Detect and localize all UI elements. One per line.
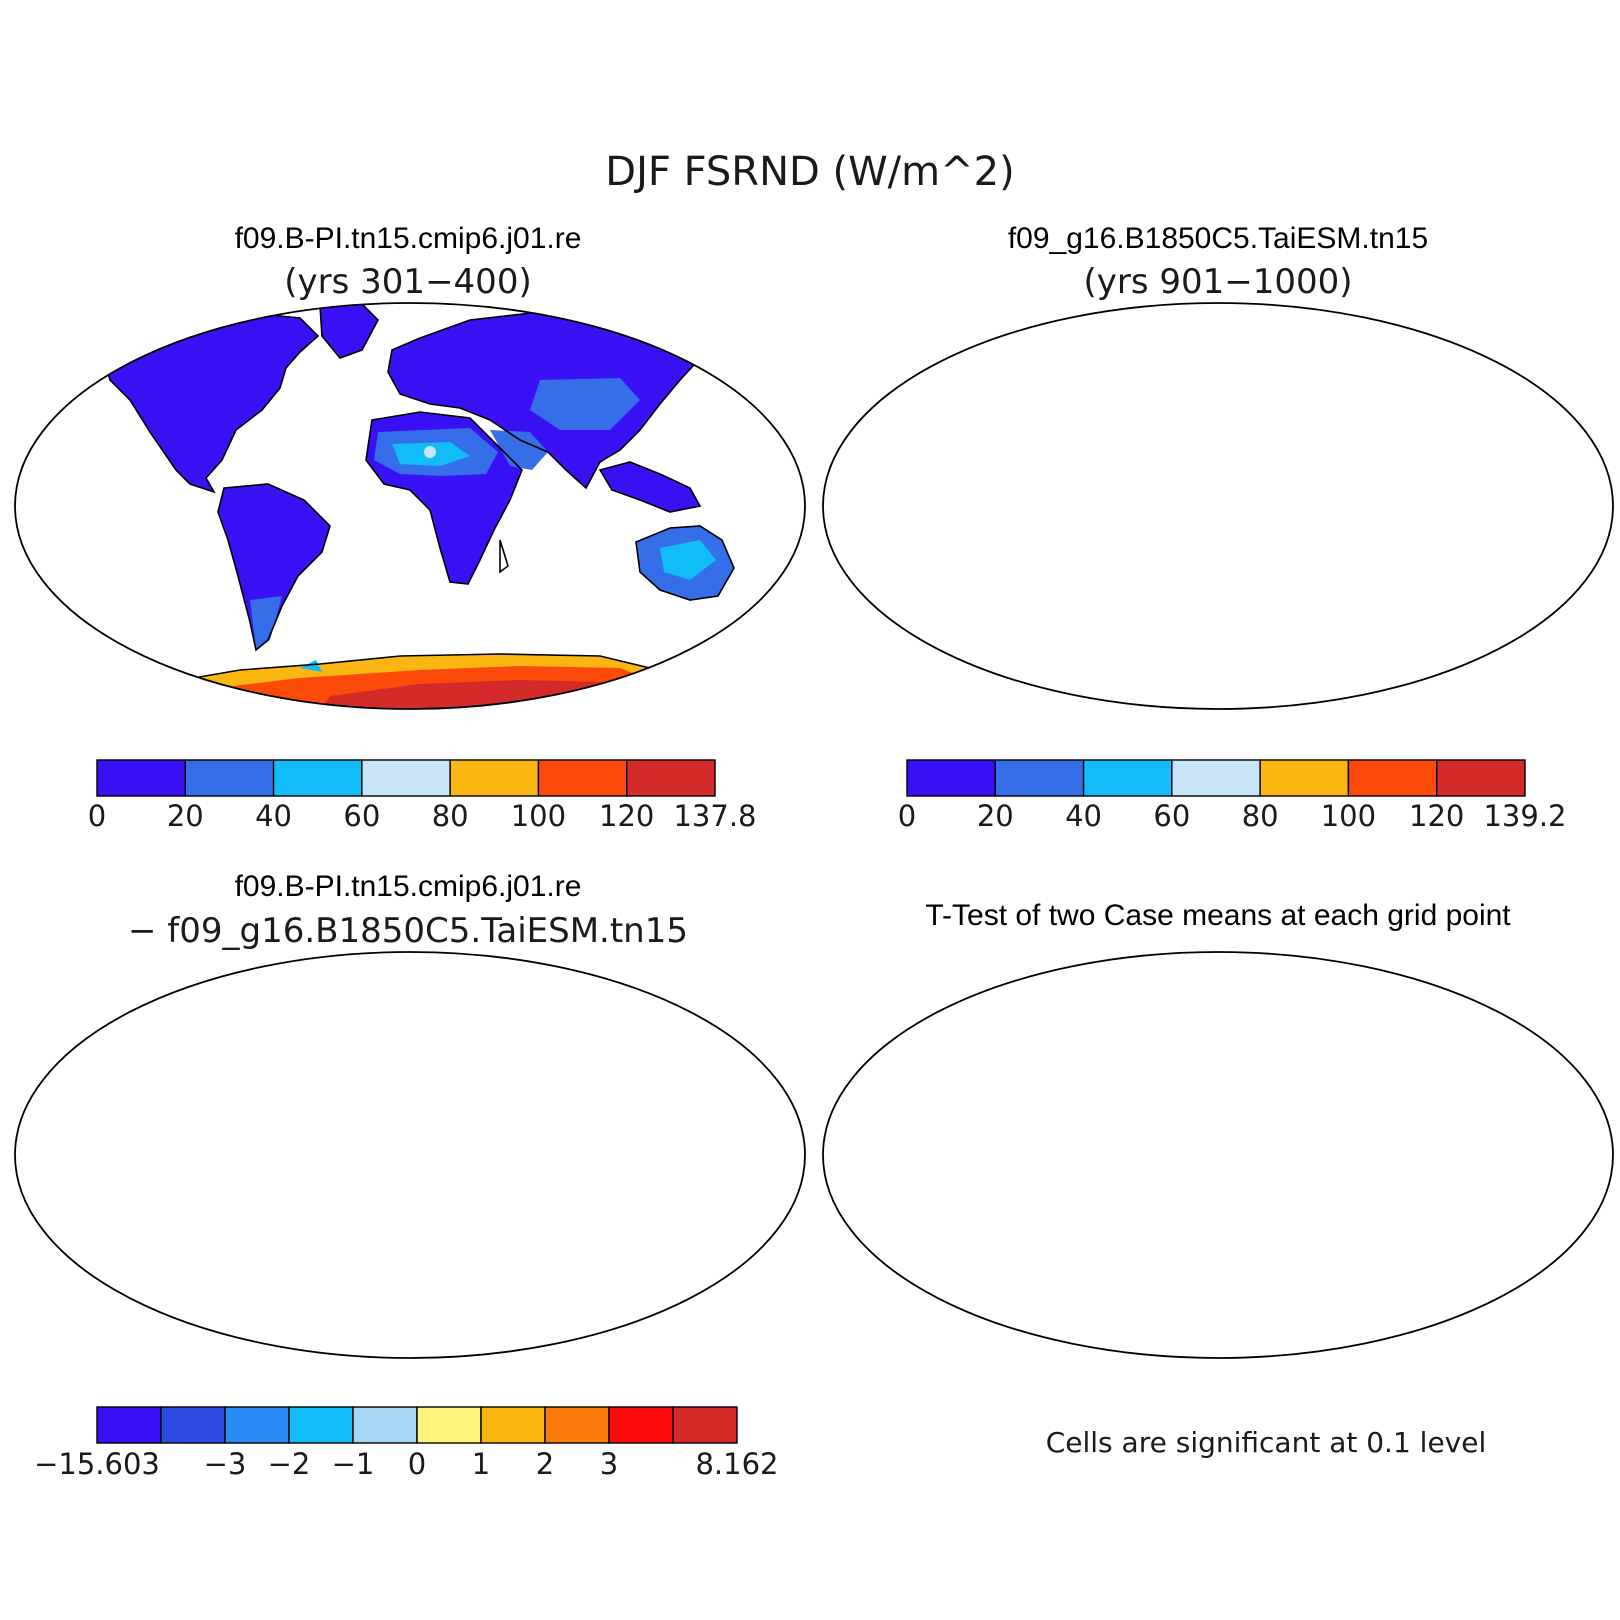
map-case2 bbox=[912, 302, 1542, 712]
colorbar-box-0 bbox=[96, 759, 186, 797]
colorbar-case2: 0 20 40 60 80 100 120 139.2 bbox=[898, 759, 1567, 833]
panel-case1: f09.B-PI.tn15.cmip6.j01.re (yrs 301−400)… bbox=[14, 222, 806, 833]
colorbar-box-2 bbox=[1082, 759, 1173, 797]
colorbar-label: 120 bbox=[599, 799, 654, 833]
panel-case2-years: (yrs 901−1000) bbox=[1083, 262, 1352, 302]
colorbar-box-5 bbox=[416, 1406, 482, 1444]
colorbar-label: 80 bbox=[1242, 799, 1279, 833]
colorbar-label: 100 bbox=[511, 799, 566, 833]
colorbar-box-1 bbox=[160, 1406, 226, 1444]
map-case2-border bbox=[822, 302, 1614, 710]
colorbar-label: 80 bbox=[432, 799, 469, 833]
map-ttest bbox=[912, 951, 1542, 1361]
colorbar-box-7 bbox=[544, 1406, 610, 1444]
colorbar-label: −15.603 bbox=[34, 1447, 160, 1481]
colorbar-box-6 bbox=[626, 759, 716, 797]
map-case1 bbox=[103, 303, 735, 709]
panel-ttest-note: Cells are significant at 0.1 level bbox=[1046, 1426, 1487, 1459]
colorbar-label: 20 bbox=[977, 799, 1014, 833]
colorbar-box-2 bbox=[224, 1406, 290, 1444]
colorbar-label: 20 bbox=[167, 799, 204, 833]
colorbar-box-9 bbox=[672, 1406, 738, 1444]
panel-difference-title: f09.B-PI.tn15.cmip6.j01.re bbox=[235, 870, 582, 903]
figure-title: DJF FSRND (W/m^2) bbox=[605, 149, 1014, 195]
colorbar-label: 60 bbox=[343, 799, 380, 833]
colorbar-label: 2 bbox=[536, 1447, 554, 1481]
map-difference-border bbox=[14, 951, 806, 1359]
colorbar-box-1 bbox=[994, 759, 1085, 797]
panel-ttest: T-Test of two Case means at each grid po… bbox=[822, 899, 1614, 1459]
colorbar-box-5 bbox=[537, 759, 628, 797]
colorbar-box-3 bbox=[361, 759, 451, 797]
colorbar-label: −1 bbox=[332, 1447, 375, 1481]
map-ttest-border bbox=[822, 951, 1614, 1359]
colorbar-box-8 bbox=[608, 1406, 674, 1444]
panel-difference-subtitle: − f09_g16.B1850C5.TaiESM.tn15 bbox=[128, 911, 688, 951]
colorbar-box-3 bbox=[288, 1406, 354, 1444]
colorbar-label: 0 bbox=[898, 799, 916, 833]
colorbar-label: 40 bbox=[1065, 799, 1102, 833]
colorbar-label: 120 bbox=[1409, 799, 1464, 833]
colorbar-label: 8.162 bbox=[695, 1447, 778, 1481]
panel-difference: f09.B-PI.tn15.cmip6.j01.re − f09_g16.B18… bbox=[14, 870, 806, 1481]
colorbar-case1: 0 20 40 60 80 100 120 137.8 bbox=[88, 759, 757, 833]
colorbar-label: −2 bbox=[268, 1447, 311, 1481]
panel-case2-title: f09_g16.B1850C5.TaiESM.tn15 bbox=[1008, 222, 1428, 255]
colorbar-box-6 bbox=[1436, 759, 1526, 797]
colorbar-box-1 bbox=[184, 759, 275, 797]
map-case1-border bbox=[14, 302, 806, 710]
colorbar-label: 40 bbox=[255, 799, 292, 833]
map-difference bbox=[104, 951, 734, 1361]
panel-case1-years: (yrs 301−400) bbox=[284, 262, 531, 302]
colorbar-box-2 bbox=[272, 759, 363, 797]
colorbar-box-0 bbox=[906, 759, 996, 797]
colorbar-box-6 bbox=[480, 1406, 546, 1444]
panel-case2: f09_g16.B1850C5.TaiESM.tn15 (yrs 901−100… bbox=[822, 222, 1614, 833]
colorbar-box-5 bbox=[1347, 759, 1438, 797]
colorbar-difference: −15.603 −3 −2 −1 0 1 2 3 8.162 bbox=[34, 1406, 779, 1481]
colorbar-label: 60 bbox=[1153, 799, 1190, 833]
colorbar-label: 0 bbox=[408, 1447, 426, 1481]
colorbar-label: 100 bbox=[1321, 799, 1376, 833]
colorbar-label: 1 bbox=[472, 1447, 490, 1481]
colorbar-box-4 bbox=[1259, 759, 1350, 797]
colorbar-box-0 bbox=[96, 1406, 162, 1444]
colorbar-box-3 bbox=[1171, 759, 1261, 797]
colorbar-label: 139.2 bbox=[1483, 799, 1566, 833]
colorbar-box-4 bbox=[352, 1406, 418, 1444]
colorbar-label: −3 bbox=[204, 1447, 247, 1481]
colorbar-label: 137.8 bbox=[673, 799, 756, 833]
colorbar-label: 0 bbox=[88, 799, 106, 833]
colorbar-label: 3 bbox=[600, 1447, 618, 1481]
colorbar-box-4 bbox=[449, 759, 540, 797]
panel-ttest-title: T-Test of two Case means at each grid po… bbox=[925, 899, 1511, 932]
panel-case1-title: f09.B-PI.tn15.cmip6.j01.re bbox=[235, 222, 582, 255]
